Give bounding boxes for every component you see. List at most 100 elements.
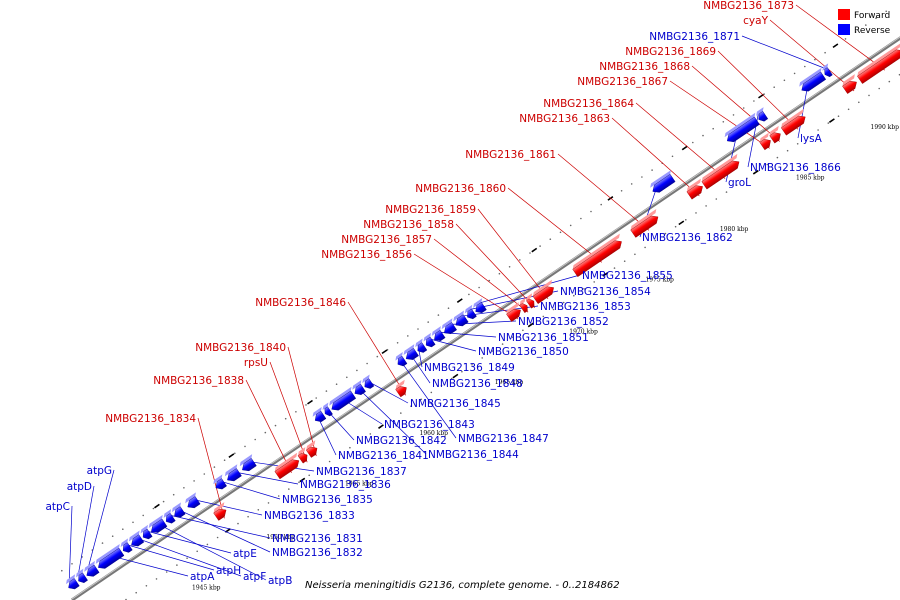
gene-label[interactable]: NMBG2136_1863: [519, 113, 610, 125]
gene-arrow-nmbg2136_1864[interactable]: [700, 153, 744, 190]
gene-arrow-nmbg2136_1843[interactable]: [328, 386, 359, 413]
gene-label[interactable]: NMBG2136_1873: [703, 0, 794, 12]
gene-arrow-nmbg2136_1835[interactable]: [212, 474, 229, 491]
gene-label[interactable]: NMBG2136_1837: [316, 466, 407, 478]
gene-arrow-nmbg2136_1845[interactable]: [361, 374, 377, 390]
gene-arrow-nmbg2136_1863[interactable]: [685, 178, 707, 200]
gene-label[interactable]: atpB: [268, 575, 292, 587]
gene-arrow-nmbg2136_1833[interactable]: [184, 492, 203, 510]
gene-arrow-nmbg2136_1869[interactable]: [780, 109, 811, 136]
gene-label[interactable]: NMBG2136_1869: [625, 46, 716, 58]
gene-label[interactable]: atpH: [216, 565, 241, 577]
gene-label[interactable]: NMBG2136_1843: [384, 419, 475, 431]
gene-arrow-nmbg2136_1862[interactable]: [649, 170, 678, 195]
gene-label[interactable]: NMBG2136_1842: [356, 435, 447, 447]
gene-arrow-nmbg2136_1836[interactable]: [223, 464, 244, 483]
gene-arrow-nmbg2136_1857[interactable]: [518, 297, 532, 313]
gene-label[interactable]: NMBG2136_1857: [341, 234, 432, 246]
gene-label[interactable]: NMBG2136_1871: [649, 31, 740, 43]
gene-arrow-nmbg2136_1856[interactable]: [505, 302, 526, 322]
gene-arrow-lysa[interactable]: [798, 67, 829, 94]
gene-label[interactable]: NMBG2136_1864: [543, 98, 634, 110]
gene-arrow-atph[interactable]: [119, 538, 135, 554]
gene-label[interactable]: atpF: [243, 571, 266, 583]
gene-label[interactable]: NMBG2136_1852: [518, 316, 609, 328]
gene-label[interactable]: NMBG2136_1835: [282, 494, 373, 506]
gene-label[interactable]: groL: [728, 177, 751, 189]
gene-arrow-nmbg2136_1847[interactable]: [394, 351, 410, 368]
gene-arrow-grol[interactable]: [723, 112, 762, 145]
gene-arrow-nmbg2136_1871[interactable]: [821, 63, 835, 78]
gene-arrow-nmbg2136_1831[interactable]: [162, 509, 178, 525]
gene-label[interactable]: atpE: [233, 548, 257, 560]
gene-label[interactable]: rpsU: [244, 357, 268, 369]
gene-arrow-nmbg2136_1858[interactable]: [525, 293, 539, 309]
gene-label[interactable]: NMBG2136_1832: [272, 547, 363, 559]
gene-label[interactable]: NMBG2136_1850: [478, 346, 569, 358]
gene-label[interactable]: NMBG2136_1831: [272, 533, 363, 545]
gene-label[interactable]: NMBG2136_1847: [458, 433, 549, 445]
gene-arrow-nmbg2136_1852[interactable]: [440, 318, 459, 336]
gene-arrow-nmbg2136_1850[interactable]: [422, 332, 438, 349]
gene-arrow-atpg[interactable]: [83, 560, 102, 579]
gene-arrow-nmbg2136_1861[interactable]: [629, 208, 663, 238]
gene-arrow-atpf[interactable]: [127, 530, 146, 549]
gene-label[interactable]: NMBG2136_1856: [321, 249, 412, 261]
gene-arrow-nmbg2136_1840[interactable]: [305, 440, 322, 458]
gene-arrow-nmbg2136_1851[interactable]: [430, 326, 447, 343]
gene-arrow-nmbg2136_1848[interactable]: [402, 344, 421, 362]
gene-label[interactable]: NMBG2136_1851: [498, 332, 589, 344]
gene-label[interactable]: NMBG2136_1838: [153, 375, 244, 387]
gene-label[interactable]: NMBG2136_1853: [540, 301, 631, 313]
gene-label[interactable]: NMBG2136_1840: [195, 342, 286, 354]
gene-label[interactable]: atpD: [67, 481, 92, 493]
gene-arrow-nmbg2136_1866[interactable]: [754, 107, 770, 123]
gene-arrow-nmbg2136_1854[interactable]: [463, 304, 479, 321]
gene-arrow-nmbg2136_1849[interactable]: [414, 338, 430, 354]
gene-arrow-atpb[interactable]: [147, 514, 169, 536]
gene-label[interactable]: NMBG2136_1844: [428, 449, 519, 461]
gene-arrow-nmbg2136_1837[interactable]: [238, 454, 259, 473]
gene-arrow-nmbg2136_1860[interactable]: [571, 233, 627, 278]
gene-label[interactable]: NMBG2136_1846: [255, 297, 346, 309]
gene-label[interactable]: NMBG2136_1859: [385, 204, 476, 216]
gene-arrow-nmbg2136_1834[interactable]: [212, 502, 231, 521]
gene-arrow-nmbg2136_1846[interactable]: [394, 379, 411, 398]
gene-arrow-atpd[interactable]: [74, 568, 90, 585]
gene-arrow-nmbg2136_1868[interactable]: [768, 125, 785, 144]
gene-label[interactable]: NMBG2136_1866: [750, 162, 841, 174]
gene-label[interactable]: NMBG2136_1836: [300, 479, 391, 491]
gene-arrow-nmbg2136_1873[interactable]: [856, 42, 900, 84]
gene-label[interactable]: NMBG2136_1845: [410, 398, 501, 410]
gene-arrow-nmbg2136_1867[interactable]: [758, 132, 775, 151]
gene-label[interactable]: NMBG2136_1849: [424, 362, 515, 374]
gene-label[interactable]: NMBG2136_1858: [363, 219, 454, 231]
gene-arrow-cyay[interactable]: [841, 74, 862, 94]
gene-arrow-nmbg2136_1844[interactable]: [351, 380, 368, 397]
gene-label[interactable]: atpA: [190, 571, 215, 583]
gene-label[interactable]: NMBG2136_1841: [338, 450, 429, 462]
gene-arrow-nmbg2136_1841[interactable]: [311, 407, 328, 424]
gene-arrow-atpa[interactable]: [94, 543, 126, 571]
gene-label[interactable]: atpG: [87, 465, 112, 477]
gene-arrow-nmbg2136_1859[interactable]: [531, 279, 558, 304]
gene-label[interactable]: NMBG2136_1848: [432, 378, 523, 390]
gene-arrow-nmbg2136_1838[interactable]: [273, 452, 304, 480]
gene-arrow-nmbg2136_1842[interactable]: [321, 402, 335, 418]
gene-arrow-nmbg2136_1832[interactable]: [170, 502, 187, 519]
gene-arrow-rpsu[interactable]: [296, 447, 312, 464]
gene-arrow-nmbg2136_1855[interactable]: [471, 298, 488, 315]
gene-label[interactable]: NMBG2136_1834: [105, 413, 196, 425]
gene-label[interactable]: NMBG2136_1833: [264, 510, 355, 522]
gene-label[interactable]: NMBG2136_1861: [465, 149, 556, 161]
gene-arrow-atpc[interactable]: [64, 574, 81, 591]
gene-label[interactable]: NMBG2136_1855: [582, 270, 673, 282]
gene-arrow-atpe[interactable]: [139, 524, 155, 541]
gene-label[interactable]: NMBG2136_1868: [599, 61, 690, 73]
gene-label[interactable]: atpC: [45, 501, 70, 513]
gene-label[interactable]: NMBG2136_1854: [560, 286, 651, 298]
gene-label[interactable]: cyaY: [743, 15, 768, 27]
gene-label[interactable]: NMBG2136_1860: [415, 183, 506, 195]
gene-label[interactable]: NMBG2136_1867: [577, 76, 668, 88]
gene-label[interactable]: NMBG2136_1862: [642, 232, 733, 244]
